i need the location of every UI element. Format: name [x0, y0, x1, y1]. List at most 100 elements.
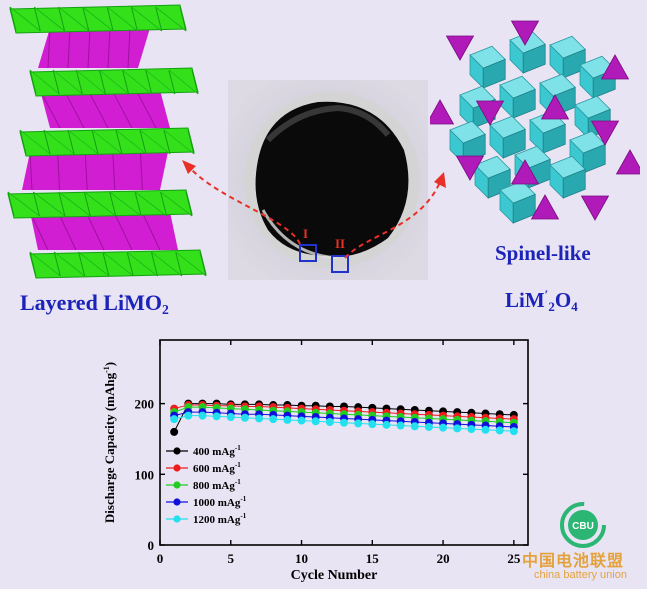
- octahedron-edge: [67, 129, 75, 155]
- li-layer-edge: [29, 151, 33, 191]
- li-layer-edge: [87, 27, 91, 69]
- octahedron-diagonal: [58, 191, 91, 217]
- data-point: [226, 413, 235, 422]
- legend-marker: [173, 481, 181, 489]
- x-tick-label: 15: [366, 551, 380, 566]
- octahedron-edge: [150, 251, 158, 277]
- y-tick-label: 200: [135, 397, 155, 412]
- y-tick-label: 0: [148, 538, 155, 553]
- region-box-2: [331, 255, 349, 273]
- octahedron-face-right: [582, 143, 606, 174]
- octahedron-edge: [33, 6, 41, 32]
- octahedron-edge: [160, 191, 168, 217]
- octahedron-diagonal: [19, 129, 51, 155]
- data-point: [198, 411, 207, 420]
- octahedron-edge: [91, 129, 99, 155]
- data-point: [212, 412, 221, 421]
- octahedron-edge: [130, 6, 138, 32]
- data-point: [269, 415, 278, 424]
- data-point: [283, 415, 292, 424]
- region-label-1: I: [303, 226, 309, 241]
- octahedron-edge: [168, 69, 176, 95]
- octahedron-edge: [163, 129, 171, 155]
- data-point: [509, 427, 518, 436]
- octahedron-edge: [179, 6, 187, 32]
- li-layer-edge: [47, 27, 51, 69]
- data-point: [495, 426, 504, 435]
- tetrahedron: [600, 54, 630, 80]
- octahedron-diagonal: [106, 6, 138, 32]
- octahedron-diagonal: [29, 251, 61, 277]
- octahedron-diagonal: [52, 69, 83, 95]
- li-layer-slab: [39, 89, 170, 129]
- x-tick-label: 25: [507, 551, 521, 566]
- octahedron-diagonal: [175, 251, 207, 277]
- tetrahedron: [455, 155, 485, 181]
- octahedron-face-right: [512, 88, 536, 119]
- transition-metal-layer: [9, 4, 187, 34]
- octahedron-edge: [109, 191, 117, 217]
- li-layer-edge: [135, 89, 157, 129]
- octahedron-diagonal: [43, 129, 75, 155]
- tetrahedron: [615, 149, 640, 175]
- legend-label: 400 mAg-1: [193, 444, 241, 458]
- x-tick-label: 10: [295, 551, 308, 566]
- octahedron-edge: [19, 129, 27, 155]
- cbu-logo: CBU: [560, 502, 606, 548]
- octahedron-face-right: [482, 58, 506, 89]
- octahedron: [449, 120, 486, 164]
- octahedron-edge: [9, 6, 17, 32]
- octahedron-edge: [58, 191, 66, 217]
- data-point: [410, 422, 419, 431]
- legend-item: 400 mAg-1: [166, 444, 241, 458]
- octahedron-edge: [53, 251, 61, 277]
- octahedron-edge: [43, 129, 51, 155]
- li-layer-edge: [57, 151, 61, 191]
- octahedron-edge: [52, 69, 60, 95]
- data-point: [382, 420, 391, 429]
- li-layer-edge: [67, 27, 71, 69]
- octahedron-diagonal: [84, 191, 116, 217]
- tetrahedron: [530, 194, 560, 220]
- data-point: [311, 417, 320, 426]
- li-layer-edge: [111, 89, 133, 129]
- octahedron: [569, 130, 606, 174]
- octahedron-diagonal: [33, 191, 66, 217]
- discharge-capacity-chart: 0 5 10 15 20 25 0 100 200 Cycle Number Discharge C…: [102, 339, 529, 583]
- legend-marker: [173, 464, 181, 472]
- data-point: [439, 423, 448, 432]
- octahedron-diagonal: [126, 251, 158, 277]
- li-layer-slab-shape: [30, 212, 178, 250]
- data-point: [467, 425, 476, 434]
- octahedron-face-right: [562, 168, 586, 199]
- li-layer-edge: [57, 211, 77, 251]
- octahedron-edge: [191, 69, 199, 95]
- octahedron-diagonal: [102, 251, 134, 277]
- x-axis-label: Cycle Number: [291, 568, 378, 583]
- data-point: [184, 411, 193, 420]
- data-point: [340, 418, 348, 427]
- octahedron-edge: [115, 129, 123, 155]
- tetrahedron: [430, 99, 455, 125]
- li-layer-slab-shape: [40, 90, 170, 128]
- data-point: [297, 416, 306, 425]
- x-tick-label: 20: [437, 551, 450, 566]
- transition-metal-layer: [19, 127, 195, 157]
- octahedron-edge: [134, 191, 142, 217]
- li-layer-edge: [107, 27, 111, 69]
- legend-marker: [173, 515, 181, 523]
- legend-label: 1000 mAg-1: [193, 495, 247, 509]
- arrow-head-left: [182, 160, 196, 174]
- octahedron-edge: [139, 129, 147, 155]
- tem-particle-image: [228, 80, 428, 280]
- li-layer-edge: [39, 89, 61, 129]
- octahedron-edge: [7, 191, 15, 217]
- series-5: [170, 411, 518, 436]
- octahedron-edge: [187, 129, 195, 155]
- octahedron-diagonal: [7, 191, 40, 217]
- octahedron-diagonal: [139, 129, 171, 155]
- octahedron-diagonal: [155, 6, 187, 32]
- octahedron-diagonal: [91, 129, 123, 155]
- data-point: [170, 415, 179, 424]
- plot-frame: [159, 339, 529, 546]
